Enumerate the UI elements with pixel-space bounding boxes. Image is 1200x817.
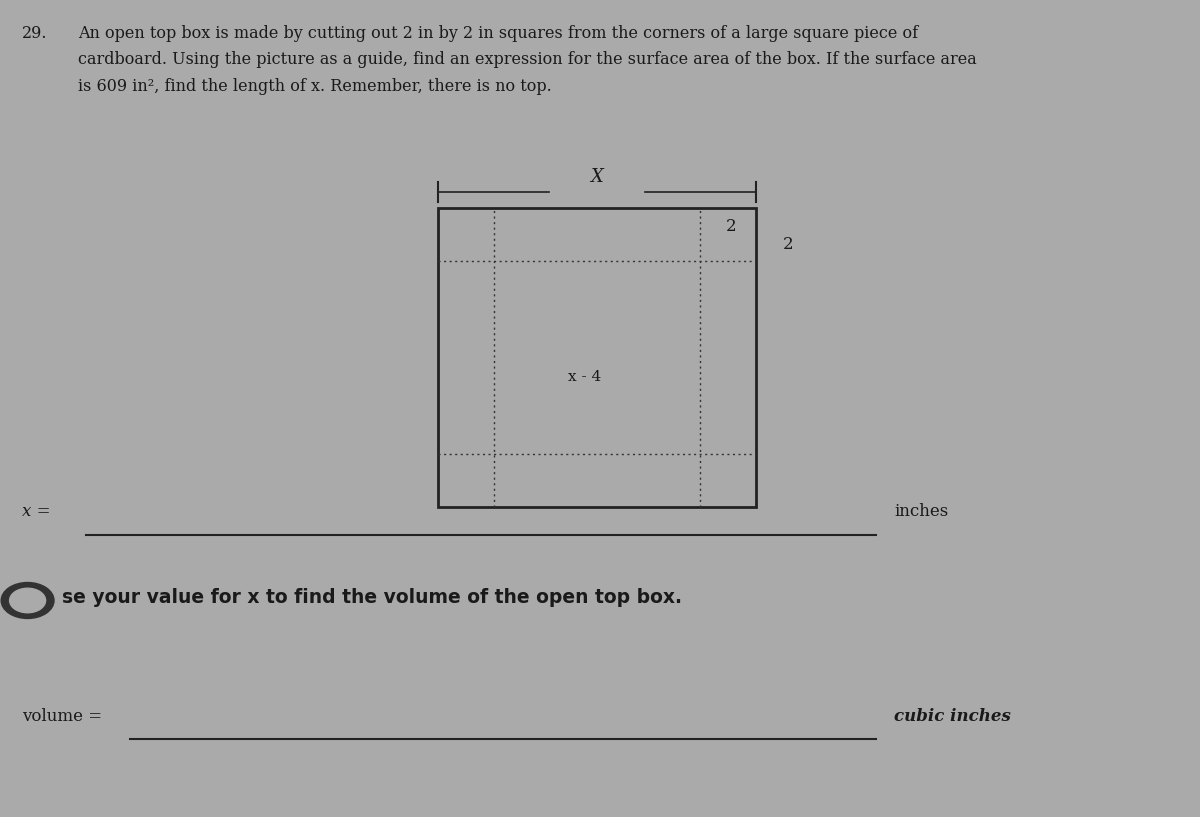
Text: An open top box is made by cutting out 2 in by 2 in squares from the corners of : An open top box is made by cutting out 2… (78, 25, 918, 42)
Text: se your value for x to find the volume of the open top box.: se your value for x to find the volume o… (62, 587, 683, 607)
Text: x =: x = (22, 503, 50, 520)
Text: X: X (590, 168, 604, 186)
Text: is 609 in², find the length of x. Remember, there is no top.: is 609 in², find the length of x. Rememb… (78, 78, 552, 96)
Text: cubic inches: cubic inches (894, 708, 1010, 725)
Text: 2: 2 (726, 218, 737, 235)
Bar (438, 208, 756, 507)
Text: cardboard. Using the picture as a guide, find an expression for the surface area: cardboard. Using the picture as a guide,… (78, 51, 977, 69)
Circle shape (10, 588, 46, 613)
Text: 29.: 29. (22, 25, 47, 42)
Text: volume =: volume = (22, 708, 102, 725)
Text: inches: inches (894, 503, 948, 520)
Text: 2: 2 (782, 236, 793, 253)
Circle shape (1, 583, 54, 618)
Text: x - 4: x - 4 (569, 370, 601, 384)
